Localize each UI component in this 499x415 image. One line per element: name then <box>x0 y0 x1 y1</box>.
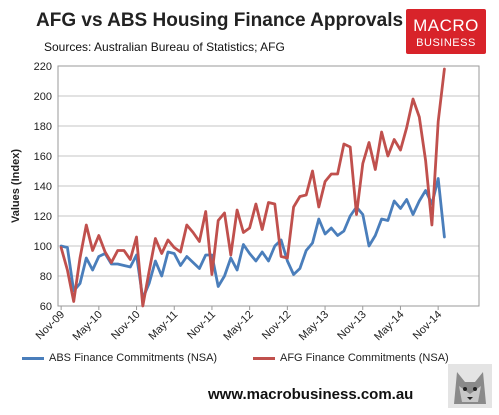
chart-title: AFG vs ABS Housing Finance Approvals <box>36 10 404 31</box>
macrobusiness-logo: MACRO BUSINESS <box>406 9 486 54</box>
y-tick-label: 80 <box>40 271 52 283</box>
y-tick-label: 60 <box>40 301 52 313</box>
x-tick-label: Nov-09 <box>34 309 68 343</box>
legend-label-afg: AFG Finance Commitments (NSA) <box>280 352 449 364</box>
legend-label-abs: ABS Finance Commitments (NSA) <box>49 352 218 364</box>
y-tick-label: 220 <box>34 61 52 73</box>
x-tick-label: Nov-12 <box>260 309 294 343</box>
x-tick-label: Nov-13 <box>335 309 369 343</box>
x-tick-label: May-12 <box>221 309 255 343</box>
y-tick-label: 180 <box>34 121 52 133</box>
series-line-afg <box>59 67 446 308</box>
wolf-icon <box>448 364 492 408</box>
x-tick-label: Nov-11 <box>185 309 218 342</box>
logo-line-2: BUSINESS <box>416 37 476 49</box>
x-tick-label: May-11 <box>147 309 181 343</box>
plot-area-border <box>57 65 480 307</box>
legend-item-afg: AFG Finance Commitments (NSA) <box>253 352 449 364</box>
y-axis-label: Values (Index) <box>10 149 22 223</box>
y-tick-label: 100 <box>34 241 52 253</box>
y-tick-label: 140 <box>34 181 52 193</box>
chart-subtitle: Sources: Australian Bureau of Statistics… <box>44 40 285 54</box>
y-tick-label: 120 <box>34 211 52 223</box>
x-tick-label: May-14 <box>372 309 406 343</box>
line-chart: 60 80 100 120 140 160 180 200 220 Values (Index) N… <box>10 61 480 343</box>
footer-url: www.macrobusiness.com.au <box>208 386 414 403</box>
x-tick-label: May-13 <box>297 309 331 343</box>
logo-line-1: MACRO <box>413 16 479 35</box>
x-tick-label: Nov-14 <box>411 309 445 343</box>
legend-swatch-abs <box>22 356 44 360</box>
x-tick-label: Nov-10 <box>109 309 143 343</box>
series-line-abs <box>59 177 446 300</box>
legend-swatch-afg <box>253 356 275 360</box>
y-tick-label: 200 <box>34 91 52 103</box>
legend-item-abs: ABS Finance Commitments (NSA) <box>22 352 217 364</box>
y-tick-label: 160 <box>34 151 52 163</box>
x-tick-label: May-10 <box>71 309 105 343</box>
